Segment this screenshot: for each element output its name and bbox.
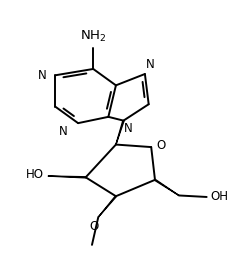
Polygon shape: [155, 179, 179, 195]
Text: O: O: [156, 139, 166, 152]
Text: N: N: [146, 58, 155, 71]
Text: N: N: [59, 125, 68, 138]
Text: HO: HO: [26, 168, 44, 181]
Polygon shape: [48, 176, 86, 178]
Text: NH$_2$: NH$_2$: [80, 29, 106, 44]
Text: N: N: [124, 122, 133, 135]
Text: OH: OH: [210, 190, 228, 203]
Polygon shape: [116, 121, 124, 145]
Polygon shape: [98, 196, 116, 217]
Text: O: O: [90, 220, 99, 233]
Text: N: N: [38, 69, 47, 82]
